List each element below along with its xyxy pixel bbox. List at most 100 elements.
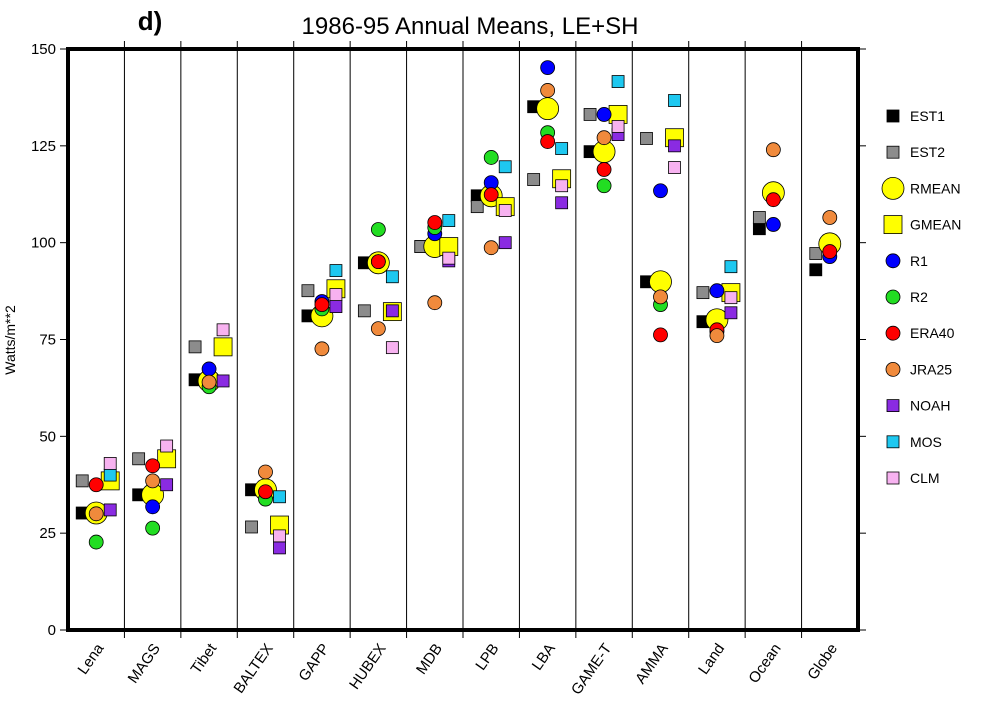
x-tick-label: HUBEX — [346, 641, 390, 693]
data-point — [103, 503, 117, 517]
data-point — [88, 477, 104, 493]
data-point — [385, 270, 399, 284]
y-tick-label: 100 — [31, 235, 56, 252]
data-point — [483, 240, 499, 256]
data-point — [160, 439, 174, 453]
data-point — [103, 457, 117, 470]
data-point — [329, 264, 343, 277]
data-point — [385, 341, 399, 355]
data-point — [483, 187, 499, 203]
legend-marker — [881, 176, 905, 200]
x-tick-label: Globe — [804, 641, 841, 684]
data-point — [765, 142, 781, 158]
data-point — [385, 304, 399, 318]
data-point — [258, 484, 273, 500]
data-point — [273, 541, 286, 555]
data-point — [145, 499, 161, 515]
data-point — [653, 289, 668, 305]
data-point — [201, 374, 217, 390]
data-point — [201, 361, 217, 377]
data-point — [668, 94, 681, 107]
data-point — [314, 341, 330, 357]
x-tick-label: LBA — [529, 641, 559, 674]
plot-frame — [66, 47, 860, 632]
legend-label: R2 — [910, 289, 928, 305]
x-tick-label: Tibet — [188, 640, 221, 677]
data-point — [245, 520, 258, 534]
x-tick-label: GAPP — [295, 641, 333, 685]
data-point — [216, 323, 230, 337]
data-point — [611, 75, 625, 88]
data-point — [427, 295, 443, 311]
data-point — [483, 150, 499, 165]
data-point — [442, 214, 456, 227]
data-point — [357, 304, 371, 318]
data-point — [370, 254, 386, 270]
x-tick-label: GAME-T — [568, 641, 615, 699]
data-point — [822, 210, 838, 225]
data-point — [370, 222, 386, 237]
y-axis-label: Watts/m**2 — [2, 305, 18, 375]
data-point — [273, 529, 286, 543]
data-point — [213, 337, 233, 357]
legend-label: NOAH — [910, 398, 950, 414]
data-point — [752, 222, 766, 236]
data-point — [555, 179, 569, 193]
data-point — [596, 162, 612, 177]
data-point — [370, 321, 386, 337]
x-tick-label: LPB — [472, 641, 502, 674]
data-point — [583, 108, 597, 121]
data-point — [809, 263, 823, 277]
data-point — [765, 217, 781, 232]
data-point — [188, 340, 202, 354]
legend-marker — [885, 361, 901, 377]
data-point — [596, 130, 612, 146]
y-tick-label: 150 — [31, 41, 56, 58]
data-point — [752, 211, 766, 224]
data-point — [527, 173, 541, 186]
data-point — [809, 247, 823, 260]
data-point — [145, 458, 161, 474]
chart-title: 1986-95 Annual Means, LE+SH — [302, 13, 639, 40]
legend-label: RMEAN — [910, 180, 961, 196]
data-point — [314, 297, 330, 313]
data-point — [216, 374, 230, 388]
data-point — [555, 196, 569, 210]
data-point — [709, 283, 725, 299]
legend-label: MOS — [910, 434, 942, 450]
legend-marker — [886, 109, 900, 123]
data-point — [301, 284, 315, 298]
data-point — [145, 473, 161, 489]
data-point — [498, 204, 512, 217]
data-point — [273, 490, 286, 504]
y-tick-label: 50 — [39, 428, 56, 445]
legend-label: EST2 — [910, 144, 945, 160]
data-point — [724, 306, 738, 320]
data-point — [540, 83, 556, 98]
data-point — [596, 178, 612, 194]
data-point — [540, 134, 556, 149]
y-tick-label: 125 — [31, 138, 56, 155]
data-point — [653, 327, 668, 343]
data-point — [88, 534, 104, 550]
data-point — [88, 506, 104, 522]
data-point — [724, 260, 738, 274]
legend-marker — [885, 253, 901, 269]
legend-marker — [885, 325, 901, 341]
panel-label: d) — [138, 6, 163, 36]
data-point — [160, 478, 174, 492]
data-point — [329, 300, 343, 313]
data-point — [596, 107, 612, 122]
y-tick-label: 25 — [39, 525, 56, 542]
x-tick-label: Land — [695, 641, 728, 678]
data-point — [611, 120, 625, 133]
x-tick-label: Ocean — [745, 641, 784, 687]
data-point — [640, 132, 653, 145]
data-point — [536, 97, 560, 121]
data-point — [696, 286, 710, 300]
data-point — [103, 468, 117, 482]
legend-marker — [886, 435, 900, 449]
legend-marker — [883, 215, 903, 235]
legend-marker — [886, 145, 900, 159]
